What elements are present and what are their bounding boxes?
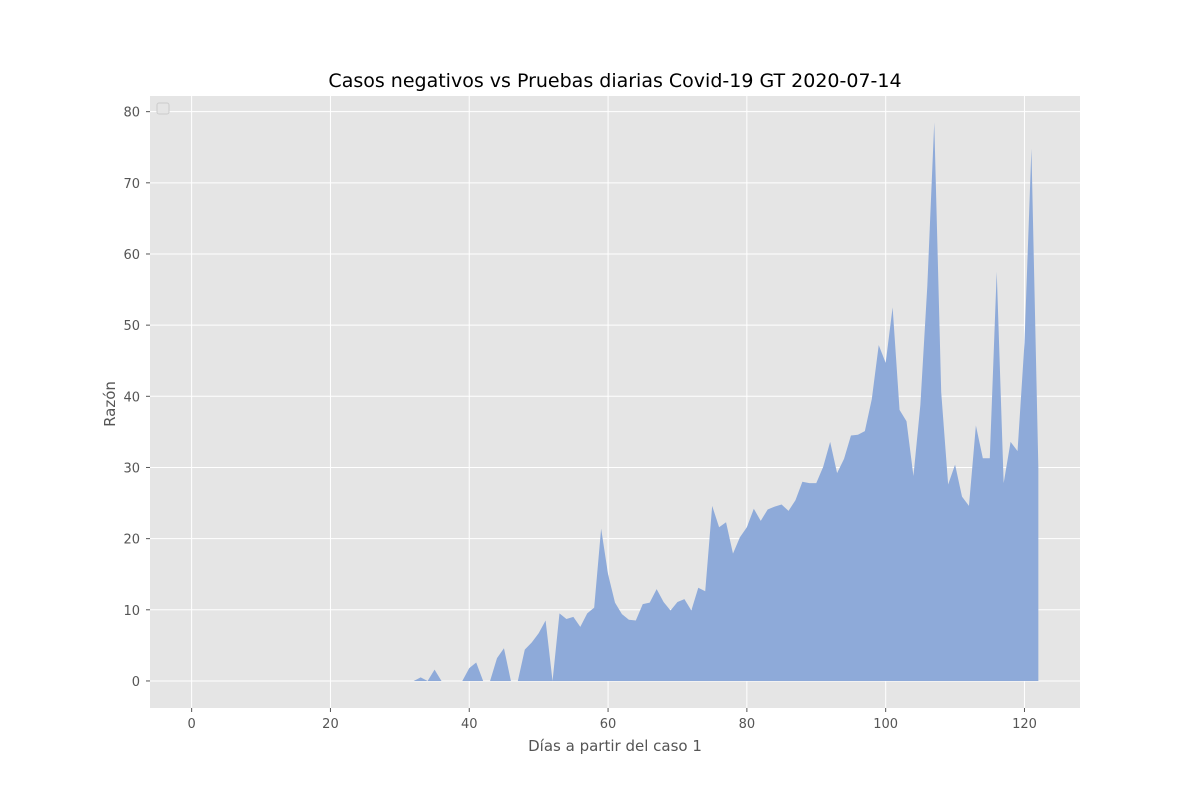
y-ticks: 0 10 20 30 40 50 60 70 80 [123,106,150,690]
x-tick-label: 80 [739,717,756,732]
y-tick-label: 20 [123,533,140,548]
x-tick-label: 40 [461,717,478,732]
x-tick-label: 60 [600,717,617,732]
legend-box [156,102,170,115]
y-tick-label: 0 [132,675,140,690]
x-tick-label: 0 [188,717,196,732]
y-tick-label: 50 [123,319,140,334]
y-tick-label: 10 [123,604,140,619]
y-tick-label: 30 [123,461,140,476]
area-series [191,122,1039,681]
y-axis-label: Razón [101,381,119,427]
x-tick-label: 20 [322,717,339,732]
chart-title: Casos negativos vs Pruebas diarias Covid… [328,70,901,92]
area-layer [191,122,1039,681]
x-tick-label: 120 [1012,717,1037,732]
y-tick-label: 60 [123,248,140,263]
y-tick-label: 80 [123,106,140,121]
x-axis-label: Días a partir del caso 1 [528,737,702,755]
y-tick-label: 40 [123,390,140,405]
x-tick-label: 100 [873,717,898,732]
x-ticks: 0 20 40 60 80 100 120 [188,708,1037,732]
y-tick-label: 70 [123,177,140,192]
